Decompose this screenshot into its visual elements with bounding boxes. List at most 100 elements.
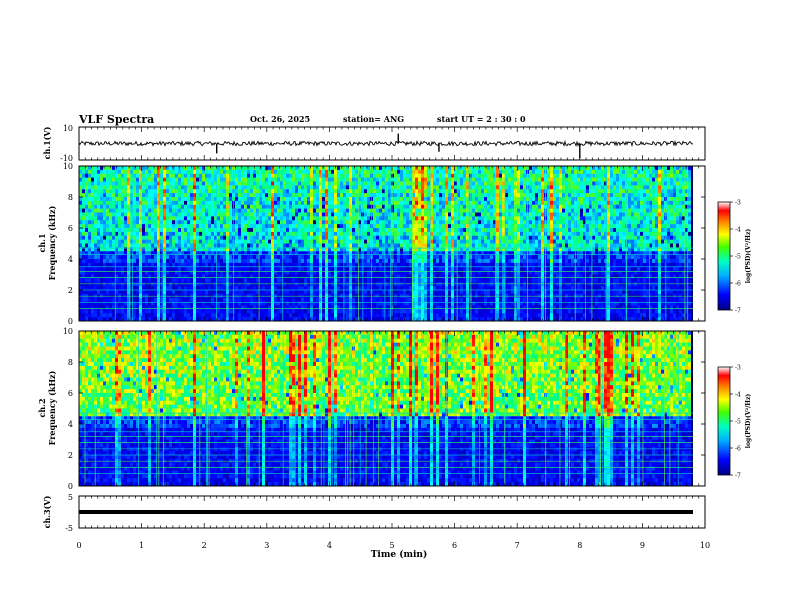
spectrogram-cell	[475, 220, 478, 225]
spectrogram-cell	[673, 224, 676, 229]
spectrogram-cell	[484, 208, 487, 213]
spectrogram-cell	[94, 197, 97, 202]
spectrogram-cell	[634, 220, 637, 225]
spectrogram-cell	[550, 204, 553, 210]
spectrogram-cell	[268, 251, 271, 256]
spectrogram-cell	[184, 185, 187, 190]
spectrogram-cell	[499, 197, 502, 202]
spectrogram-cell	[517, 181, 520, 186]
spectrogram-cell	[556, 166, 559, 171]
spectrogram-cell	[166, 166, 169, 171]
spectrogram-cell	[349, 228, 352, 233]
spectrogram-cell	[256, 228, 259, 233]
spectrogram-cell	[448, 200, 451, 206]
spectrogram-cell	[598, 220, 601, 225]
spectrogram-cell	[613, 173, 616, 179]
spectrogram-cell	[433, 177, 436, 182]
spectrogram-cell	[415, 185, 418, 190]
spectrogram-cell	[499, 220, 502, 225]
spectrogram-cell	[670, 224, 673, 229]
spectrogram-cell	[643, 224, 646, 229]
spectrogram-cell	[529, 189, 532, 194]
spectrogram-cell	[82, 173, 85, 179]
spectrogram-cell	[139, 239, 142, 244]
spectrogram-cell	[154, 208, 157, 213]
spectrogram-cell	[616, 228, 619, 233]
spectrogram-cell	[106, 185, 109, 190]
spectrogram-cell	[385, 247, 388, 252]
spectrogram-cell	[154, 224, 157, 229]
spectrogram-cell	[487, 166, 490, 171]
spectrogram-cell	[178, 197, 181, 202]
spectrogram-cell	[508, 189, 511, 194]
spectrogram-cell	[634, 181, 637, 186]
spectrogram-cell	[658, 247, 661, 252]
spectrogram-cell	[655, 193, 658, 198]
spectrogram-cell	[151, 216, 154, 221]
spectrogram-cell	[457, 255, 460, 260]
spectrogram-cell	[595, 216, 598, 221]
spectrogram-cell	[100, 197, 103, 202]
spectrogram-cell	[85, 177, 88, 182]
spectrogram-cell	[535, 193, 538, 198]
spectrogram-cell	[274, 228, 277, 233]
spectrogram-cell	[433, 247, 436, 252]
spectrogram-cell	[223, 243, 226, 248]
spectrogram-cell	[157, 212, 160, 217]
spectrogram-cell	[316, 185, 319, 190]
spectrogram-cell	[136, 220, 139, 225]
spectrogram-cell	[355, 193, 358, 198]
spectrogram-cell	[676, 197, 679, 202]
spectrogram-cell	[241, 193, 244, 198]
spectrogram-cell	[304, 169, 307, 175]
spectrogram-cell	[598, 212, 601, 217]
spectrogram-cell	[631, 247, 634, 252]
spectrogram-cell	[379, 204, 382, 210]
spectrogram-cell	[424, 173, 427, 179]
spectrogram-cell	[658, 220, 661, 225]
spectrogram-cell	[562, 181, 565, 186]
spectrogram-cell	[622, 220, 625, 225]
spectrogram-cell	[682, 255, 685, 260]
spectrogram-cell	[505, 224, 508, 229]
spectrogram-cell	[481, 220, 484, 225]
spectrogram-cell	[592, 177, 595, 182]
spectrogram-cell	[550, 173, 553, 179]
spectrogram-cell	[451, 235, 454, 241]
spectrogram-cell	[106, 166, 109, 171]
spectrogram-cell	[610, 243, 613, 248]
spectrogram-cell	[274, 235, 277, 241]
spectrogram-cell	[259, 200, 262, 206]
spectrogram-cell	[328, 208, 331, 213]
spectrogram-cell	[163, 181, 166, 186]
spectrogram-cell	[151, 235, 154, 241]
spectrogram-cell	[565, 173, 568, 179]
spectrogram-cell	[667, 177, 670, 182]
spectrogram-cell	[484, 216, 487, 221]
spectrogram-cell	[478, 208, 481, 213]
spectrogram-cell	[289, 228, 292, 233]
spectrogram-cell	[352, 208, 355, 213]
spectrogram-cell	[640, 185, 643, 190]
spectrogram-cell	[424, 247, 427, 252]
spectrogram-cell	[130, 169, 133, 175]
spectrogram-cell	[403, 189, 406, 194]
spectrogram-cell	[667, 216, 670, 221]
spectrogram-cell	[547, 220, 550, 225]
spectrogram-cell	[268, 235, 271, 241]
spectrogram-cell	[325, 197, 328, 202]
spectrogram-cell	[133, 185, 136, 190]
spectrogram-cell	[322, 243, 325, 248]
spectrogram-cell	[673, 166, 676, 171]
spectrogram-cell	[382, 177, 385, 182]
spectrogram-cell	[304, 243, 307, 248]
spectrogram-cell	[295, 251, 298, 256]
spectrogram-cell	[265, 181, 268, 186]
spectrogram-cell	[589, 173, 592, 179]
spectrogram-cell	[451, 231, 454, 237]
spectrogram-cell	[604, 173, 607, 179]
spectrogram-cell	[382, 197, 385, 202]
spectrogram-cell	[571, 216, 574, 221]
spectrogram-cell	[199, 247, 202, 252]
spectrogram-cell	[382, 243, 385, 248]
